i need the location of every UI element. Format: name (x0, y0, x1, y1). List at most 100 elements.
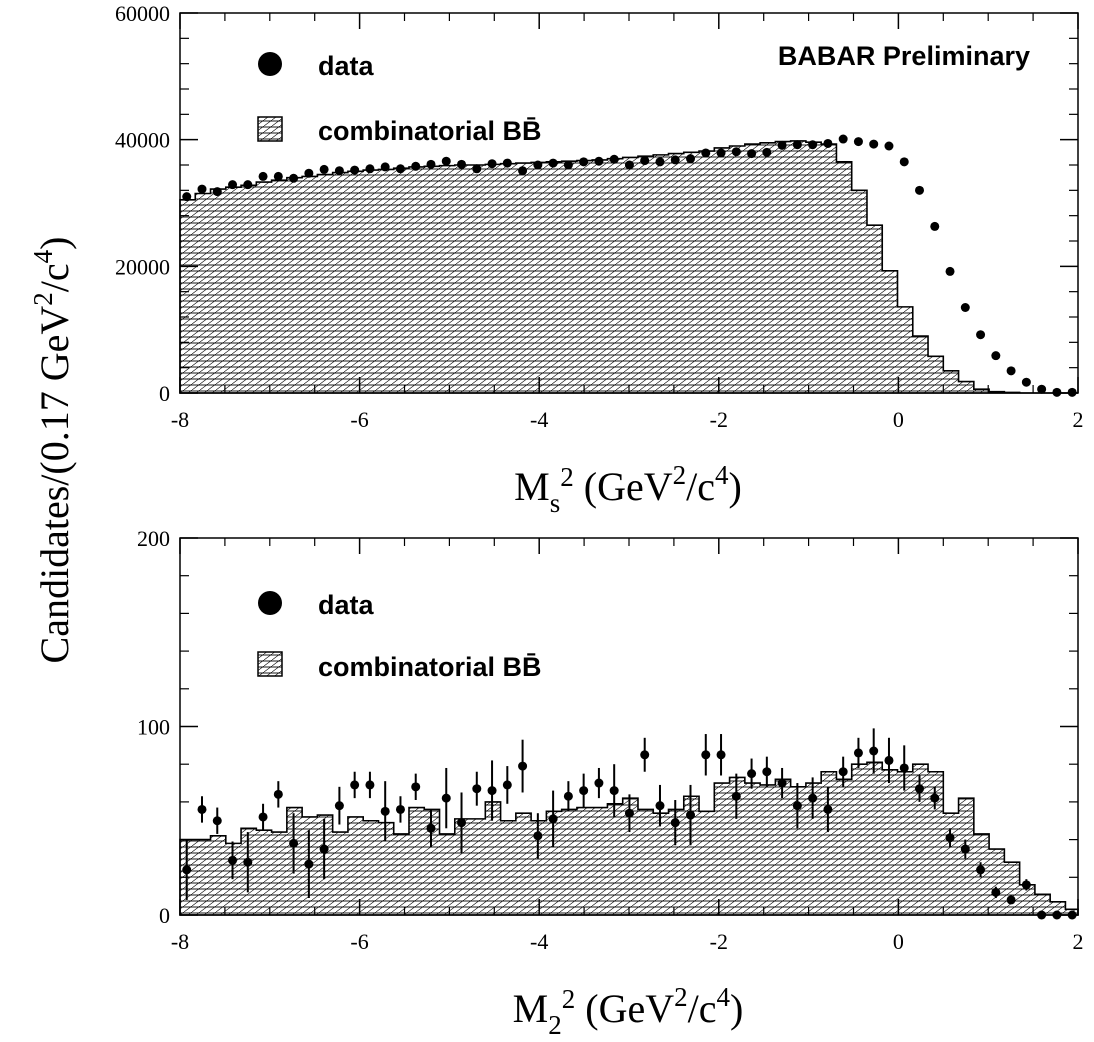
data-point (334, 166, 344, 176)
x-tick-label: 0 (893, 407, 904, 432)
x-tick-label: -8 (171, 929, 189, 954)
data-point (182, 192, 192, 202)
data-point (212, 816, 222, 826)
data-point (197, 184, 207, 194)
data-point (411, 782, 421, 792)
y-tick-label: 100 (137, 715, 170, 740)
data-point (502, 780, 512, 790)
data-point (915, 185, 925, 195)
bottom-data-points (182, 728, 1077, 920)
data-point (243, 180, 253, 190)
babar-preliminary-label: BABAR Preliminary (778, 41, 1030, 71)
bottom-x-axis-title: M22 (GeV2/c4) (513, 982, 744, 1040)
data-point (853, 137, 863, 147)
data-point (670, 155, 680, 165)
data-point (533, 831, 543, 841)
data-point (365, 780, 375, 790)
data-point (624, 160, 634, 170)
data-point (548, 814, 558, 824)
data-point (976, 330, 986, 340)
data-point (319, 164, 329, 174)
top-data-points (182, 134, 1077, 397)
y-axis-title: Candidates/(0.17 GeV2/c4) (28, 237, 77, 664)
data-point (915, 784, 925, 794)
data-point (701, 750, 711, 760)
data-point (747, 769, 757, 779)
data-point (273, 171, 283, 181)
data-point (686, 810, 696, 820)
data-point (289, 173, 299, 183)
data-point (731, 791, 741, 801)
data-point (548, 158, 558, 168)
data-point (350, 165, 360, 175)
data-point (426, 159, 436, 169)
top-y-ticks: 0 20000 40000 60000 (115, 1, 1078, 406)
data-point (884, 141, 894, 151)
data-point (960, 303, 970, 312)
data-point (395, 804, 405, 814)
x-tick-label: -4 (530, 929, 548, 954)
data-point (609, 786, 619, 796)
data-point (960, 844, 970, 854)
data-point (502, 158, 512, 168)
legend-combinatorial-label: combinatorial BB̄ (318, 652, 542, 682)
bottom-histogram (179, 761, 1079, 916)
data-point (579, 786, 589, 796)
legend-combinatorial-marker (257, 116, 283, 142)
x-tick-label: -6 (350, 929, 368, 954)
y-tick-label: 60000 (115, 1, 170, 26)
data-point (869, 139, 879, 149)
data-point (579, 157, 589, 167)
data-point (808, 793, 818, 803)
data-point (640, 156, 650, 166)
data-point (1037, 384, 1047, 394)
top-x-ticks: -8 -6 -4 -2 0 2 (171, 13, 1084, 432)
data-point (670, 818, 680, 828)
data-point (869, 746, 879, 756)
legend-combinatorial-label: combinatorial BB̄ (318, 116, 542, 146)
combinatorial-histogram (179, 140, 1078, 394)
x-tick-label: 2 (1073, 929, 1084, 954)
data-point (228, 855, 238, 865)
x-tick-label: -6 (350, 407, 368, 432)
data-point (762, 767, 772, 777)
data-point (1021, 880, 1031, 890)
data-point (365, 164, 375, 174)
data-point (304, 859, 314, 869)
data-point (304, 168, 314, 178)
legend-data-marker (258, 52, 282, 76)
data-point (350, 780, 360, 790)
bottom-panel: -8 -6 -4 -2 0 2 0 100 200 data combinatorial BB… (137, 526, 1084, 1040)
data-point (823, 138, 833, 148)
legend-data-marker (258, 591, 282, 615)
data-point (182, 865, 192, 875)
data-point (518, 761, 528, 771)
data-point (899, 763, 909, 773)
data-point (808, 140, 818, 150)
x-tick-label: -4 (530, 407, 548, 432)
top-x-axis-title: Ms2 (GeV2/c4) (514, 460, 742, 518)
data-point (472, 164, 482, 174)
data-point (747, 149, 757, 159)
data-point (762, 147, 772, 157)
data-point (243, 857, 253, 867)
bottom-legend: data combinatorial BB̄ (257, 590, 542, 682)
data-point (258, 171, 268, 181)
data-point (1021, 377, 1031, 387)
data-point (273, 789, 283, 799)
y-tick-label: 0 (159, 381, 170, 406)
data-point (930, 221, 940, 231)
data-point (228, 180, 238, 190)
x-tick-label: -2 (710, 929, 728, 954)
data-point (563, 791, 573, 801)
data-point (411, 161, 421, 171)
data-point (701, 148, 711, 158)
data-point (609, 154, 619, 164)
data-point (1006, 366, 1016, 376)
data-point (838, 134, 848, 144)
data-point (930, 793, 940, 803)
data-point (487, 159, 497, 169)
bottom-x-ticks: -8 -6 -4 -2 0 2 (171, 538, 1084, 954)
data-point (976, 865, 986, 875)
